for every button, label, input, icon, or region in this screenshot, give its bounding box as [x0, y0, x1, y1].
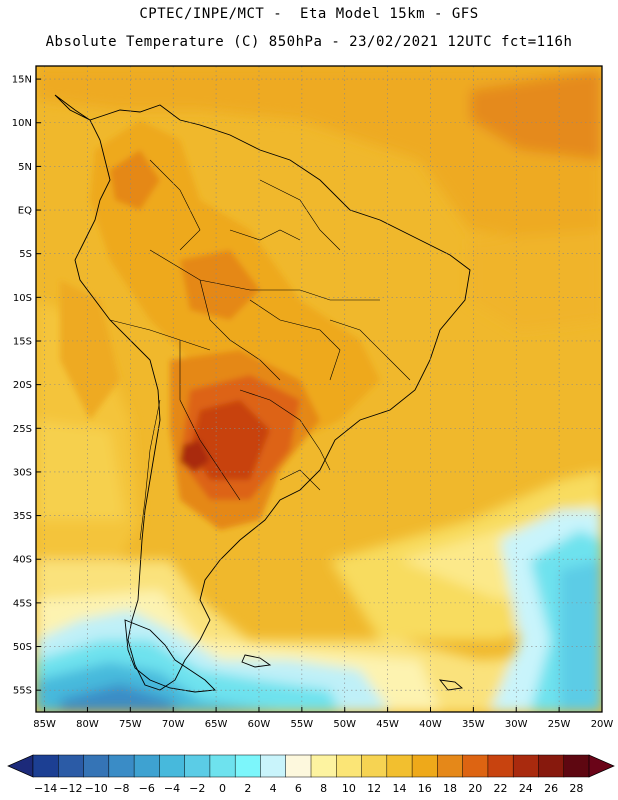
lat-label: 45S	[13, 598, 32, 609]
colorbar-swatch	[437, 754, 464, 778]
colorbar-swatch	[58, 754, 85, 778]
lat-label: 10N	[12, 118, 32, 129]
lat-label: 15S	[13, 336, 32, 347]
colorbar-tick-label: 16	[418, 782, 432, 795]
coastlines	[54, 94, 471, 693]
colorbar-tick-label: 28	[569, 782, 583, 795]
colorbar-tick-label: −6	[139, 782, 155, 795]
lon-label: 20W	[591, 719, 614, 730]
colorbar-tick-label: −12	[59, 782, 82, 795]
colorbar-tick-label: −4	[164, 782, 180, 795]
colorbar-tick-label: 6	[295, 782, 302, 795]
lat-label: 10S	[13, 293, 32, 304]
lat-label: 5N	[18, 162, 32, 173]
header-line-2: Absolute Temperature (C) 850hPa - 23/02/…	[45, 34, 573, 50]
lon-label: 60W	[248, 719, 271, 730]
colorbar-swatch	[133, 754, 160, 778]
lat-label: 25S	[13, 424, 32, 435]
header-line-1: CPTEC/INPE/MCT - Eta Model 15km - GFS	[139, 6, 479, 22]
lon-label: 50W	[333, 719, 356, 730]
colorbar-swatch	[209, 754, 236, 778]
lon-label: 40W	[419, 719, 442, 730]
colorbar-swatch	[234, 754, 262, 778]
lat-label: 40S	[13, 555, 32, 566]
colorbar-swatch	[159, 754, 186, 778]
temperature-field	[36, 66, 602, 712]
colorbar-tick-label: 12	[367, 782, 381, 795]
colorbar-swatch	[260, 754, 287, 778]
colorbar-tick-label: −10	[85, 782, 108, 795]
longitude-labels: 85W 80W 75W 70W 65W 60W 55W 50W 45W 40W 35W 30W 25W 2…	[33, 719, 613, 730]
colorbar-swatch	[32, 754, 59, 778]
lon-label: 35W	[462, 719, 485, 730]
colorbar-swatch	[336, 754, 363, 778]
lon-label: 55W	[291, 719, 314, 730]
colorbar-tick-label: 4	[270, 782, 277, 795]
lat-label: 15N	[12, 75, 32, 86]
lon-label: 65W	[205, 719, 228, 730]
lon-label: 75W	[119, 719, 142, 730]
lon-label: 25W	[548, 719, 571, 730]
colorbar-swatch	[184, 754, 211, 778]
colorbar	[7, 754, 615, 778]
lat-label: 20S	[13, 380, 32, 391]
colorbar-swatch	[487, 754, 514, 778]
colorbar-swatch	[83, 754, 110, 778]
colorbar-under-arrow	[7, 754, 34, 778]
colorbar-swatch	[386, 754, 413, 778]
colorbar-swatch	[462, 754, 489, 778]
lon-label: 30W	[505, 719, 528, 730]
colorbar-tick-label: 22	[494, 782, 508, 795]
colorbar-tick-label: 14	[392, 782, 406, 795]
lat-label: 55S	[13, 686, 32, 697]
colorbar-tick-label: 10	[342, 782, 356, 795]
colorbar-swatch	[310, 754, 337, 778]
colorbar-tick-label: 2	[244, 782, 251, 795]
colorbar-swatch	[285, 754, 312, 778]
lon-label: 80W	[76, 719, 99, 730]
colorbar-tick-label: 20	[468, 782, 482, 795]
lat-label: EQ	[18, 206, 32, 217]
colorbar-swatch	[411, 754, 438, 778]
colorbar-swatch	[512, 754, 540, 778]
colorbar-swatch	[538, 754, 565, 778]
colorbar-tick-label: 24	[519, 782, 533, 795]
colorbar-swatch	[108, 754, 135, 778]
colorbar-tick-label: 18	[443, 782, 457, 795]
political-borders	[109, 159, 411, 541]
lat-label: 30S	[13, 467, 32, 478]
lon-label: 70W	[162, 719, 185, 730]
colorbar-swatch	[361, 754, 388, 778]
lat-label: 35S	[13, 511, 32, 522]
lat-label: 50S	[13, 642, 32, 653]
colorbar-tick-label: 0	[219, 782, 226, 795]
lon-label: 45W	[376, 719, 399, 730]
colorbar-tick-label: −2	[189, 782, 205, 795]
colorbar-labels: −14 −12 −10 −8 −6 −4 −2 0 2 4 6 8 10 12 14 16 18 20 22 24 26…	[34, 782, 583, 795]
colorbar-tick-label: −14	[34, 782, 57, 795]
lat-label: 5S	[19, 249, 32, 260]
colorbar-tick-label: 8	[320, 782, 327, 795]
colorbar-swatch	[563, 754, 590, 778]
colorbar-over-arrow	[588, 754, 615, 778]
latitude-labels: 15N 10N 5N EQ 5S 10S 15S 20S 25S 30S 35S 40S 45S 50S 5…	[12, 75, 32, 697]
colorbar-tick-label: 26	[544, 782, 558, 795]
colorbar-tick-label: −8	[113, 782, 129, 795]
map-frame	[35, 65, 603, 713]
lon-label: 85W	[33, 719, 56, 730]
